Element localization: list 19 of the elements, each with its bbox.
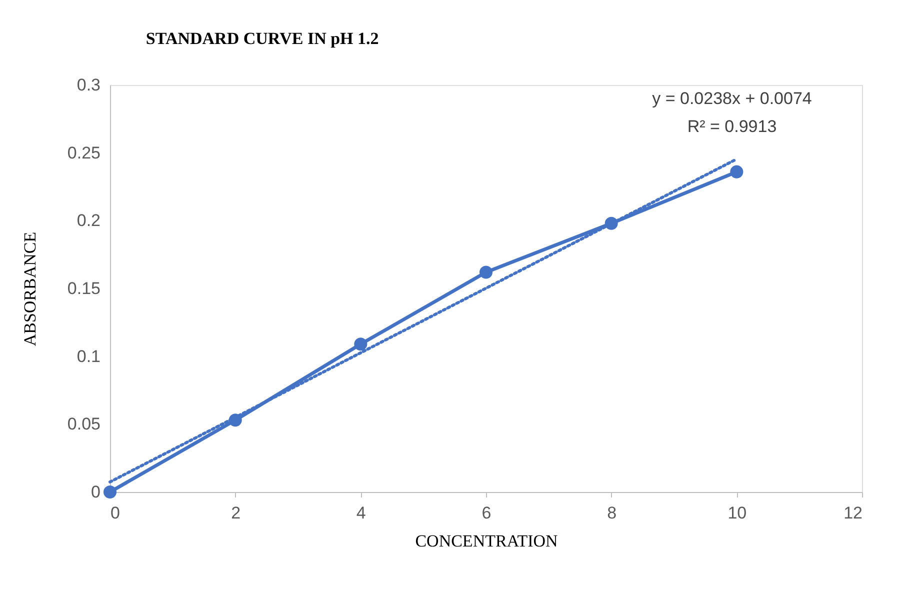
x-tick-label: 10 [728,504,747,522]
y-axis-title: ABSORBANCE [20,232,40,346]
chart-title: STANDARD CURVE IN pH 1.2 [146,29,379,48]
annotation: R² = 0.9913 [687,117,777,136]
x-tick-label: 6 [482,504,492,522]
x-axis-title: CONCENTRATION [415,532,558,550]
annotation: y = 0.0238x + 0.0074 [652,89,812,108]
y-tick-label: 0.2 [76,211,100,230]
x-tick-label: 4 [356,504,366,522]
y-tick-label: 0.15 [67,279,100,298]
y-tick-label: 0.25 [67,143,100,162]
y-tick-label: 0.3 [76,76,100,94]
y-tick-label: 0.05 [67,414,100,434]
x-tick-label: 0 [110,504,120,522]
y-tick-label: 0.1 [76,346,100,366]
y-tick-label: 0 [91,482,100,502]
x-tick-label: 2 [231,504,241,522]
x-tick-label: 12 [844,504,862,522]
x-tick-label: 8 [607,504,617,522]
